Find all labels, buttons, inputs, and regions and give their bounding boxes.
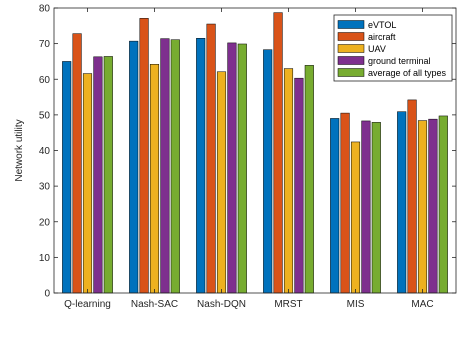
bar xyxy=(438,115,448,294)
legend-label: UAV xyxy=(368,44,386,54)
x-tick-label: MAC xyxy=(411,299,433,310)
legend-label: average of all types xyxy=(368,68,447,78)
bar xyxy=(160,38,170,294)
x-tick-label: MIS xyxy=(347,299,365,310)
bar xyxy=(361,120,371,294)
y-tick-label: 70 xyxy=(39,39,51,50)
bar xyxy=(304,65,314,294)
bar xyxy=(93,56,103,294)
y-tick-label: 10 xyxy=(39,253,51,264)
y-tick-label: 80 xyxy=(39,4,51,15)
bar xyxy=(196,38,206,294)
legend: eVTOL aircraft UAV ground terminal average o… xyxy=(333,14,453,82)
bar xyxy=(294,77,304,294)
x-tick-label: Q-learning xyxy=(64,299,111,310)
y-tick-label: 30 xyxy=(39,182,51,193)
bar xyxy=(371,122,381,294)
y-tick-label: 0 xyxy=(44,289,50,300)
bars-group xyxy=(62,12,448,294)
x-axis: Q-learning Nash-SAC Nash-DQN MRST MIS MAC xyxy=(64,8,434,310)
x-tick-label: Nash-DQN xyxy=(197,299,246,310)
legend-swatch xyxy=(337,32,365,41)
y-axis-title: Network utility xyxy=(14,119,25,181)
legend-label: aircraft xyxy=(368,32,396,42)
bar xyxy=(330,118,340,294)
y-tick-label: 40 xyxy=(39,146,51,157)
legend-label: eVTOL xyxy=(368,20,396,30)
legend-swatch xyxy=(337,20,365,29)
bar xyxy=(227,42,237,294)
bar xyxy=(397,111,407,294)
bar xyxy=(62,61,72,294)
bar xyxy=(407,99,417,294)
bar xyxy=(103,56,113,294)
x-tick-label: MRST xyxy=(274,299,302,310)
x-tick-label: Nash-SAC xyxy=(131,299,178,310)
bar xyxy=(170,39,180,294)
bar xyxy=(273,12,283,294)
bar xyxy=(263,49,273,294)
bar xyxy=(149,64,160,294)
bar xyxy=(82,73,93,294)
bar xyxy=(139,18,149,294)
bar xyxy=(428,118,438,294)
legend-swatch xyxy=(337,68,365,77)
y-tick-label: 60 xyxy=(39,75,51,86)
legend-swatch xyxy=(337,56,365,65)
bar xyxy=(237,43,247,294)
bar xyxy=(350,141,361,294)
bar xyxy=(417,120,428,294)
bar xyxy=(283,68,294,294)
bar xyxy=(216,71,227,294)
bar xyxy=(129,40,139,294)
y-tick-label: 20 xyxy=(39,217,51,228)
bar xyxy=(206,23,216,294)
y-tick-label: 50 xyxy=(39,110,51,121)
legend-swatch xyxy=(337,44,365,53)
bar xyxy=(340,112,350,294)
legend-label: ground terminal xyxy=(368,56,431,66)
y-axis: 0 10 20 30 40 50 60 70 80 xyxy=(39,4,456,300)
bar xyxy=(72,33,82,294)
